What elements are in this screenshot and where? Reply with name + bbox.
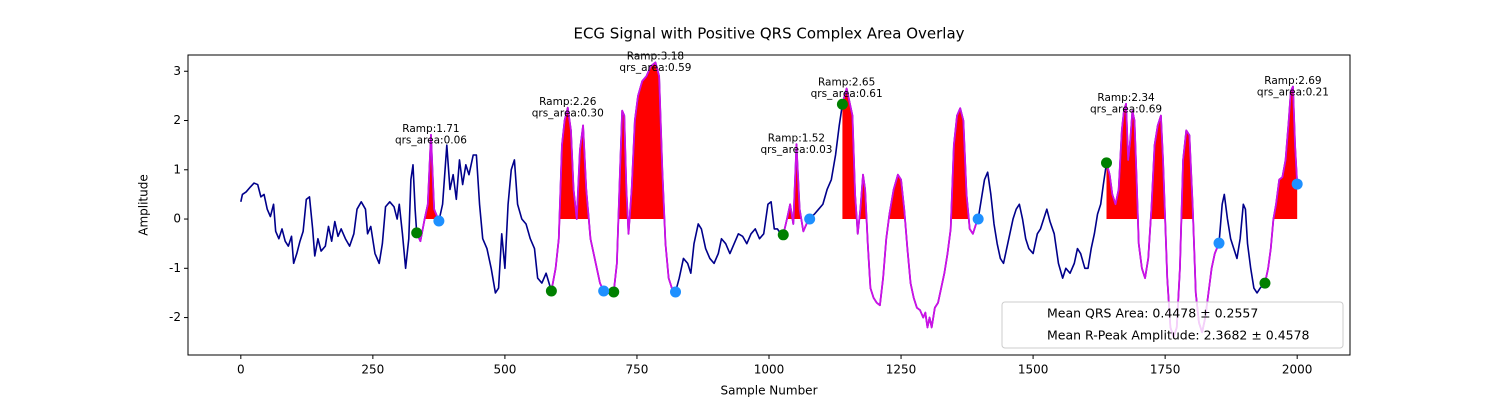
- x-tick-label: 2000: [1282, 363, 1313, 377]
- qrs-offset: [433, 215, 445, 227]
- qrs-area: [551, 107, 604, 220]
- legend-entry: Mean R-Peak Amplitude: 2.3682 ± 0.4578: [1047, 328, 1310, 343]
- qrs-onset: [1101, 157, 1113, 169]
- qrs-offset: [670, 286, 682, 298]
- x-tick-label: 750: [626, 363, 649, 377]
- qrs-offset: [1213, 237, 1225, 249]
- x-tick-label: 1250: [886, 363, 917, 377]
- y-axis-label: Amplitude: [137, 174, 151, 236]
- axes-frame: [187, 54, 1351, 356]
- annotation: Ramp:1.52: [768, 132, 825, 144]
- qrs-onset: [836, 98, 848, 110]
- annotation: qrs_area:0.61: [811, 88, 883, 100]
- x-axis-label: Sample Number: [720, 384, 817, 398]
- qrs-area: [783, 144, 810, 220]
- annotation: qrs_area:0.21: [1257, 86, 1329, 98]
- qrs-offset: [804, 213, 816, 225]
- qrs-line: [550, 106, 605, 292]
- qrs-area: [842, 88, 979, 220]
- annotation: Ramp:3.18: [627, 51, 684, 63]
- qrs-offset: [598, 285, 610, 297]
- x-tick-label: 250: [361, 363, 384, 377]
- legend-box: [1001, 301, 1344, 349]
- qrs-onset: [411, 227, 423, 239]
- qrs-line: [1264, 85, 1299, 284]
- y-tick-label: 3: [173, 64, 181, 78]
- y-tick-label: 1: [173, 162, 181, 176]
- qrs-onset: [1259, 277, 1271, 289]
- annotation: Ramp:1.71: [402, 123, 459, 135]
- legend-entry: Mean QRS Area: 0.4478 ± 0.2557: [1047, 306, 1258, 321]
- x-tick-label: 1750: [1150, 363, 1181, 377]
- chart-title: ECG Signal with Positive QRS Complex Are…: [573, 25, 964, 43]
- qrs-line: [612, 61, 677, 293]
- qrs-area: [613, 62, 676, 220]
- x-tick-label: 1000: [754, 363, 785, 377]
- x-tick-label: 1500: [1018, 363, 1049, 377]
- qrs-offset: [972, 213, 984, 225]
- y-tick-label: 2: [173, 113, 181, 127]
- annotation: qrs_area:0.69: [1090, 104, 1162, 116]
- qrs-line: [782, 143, 811, 236]
- annotation: qrs_area:0.30: [532, 107, 604, 119]
- qrs-onset: [777, 229, 789, 241]
- annotation: Ramp:2.69: [1264, 75, 1321, 87]
- y-tick-label: -2: [169, 310, 181, 324]
- qrs-onset: [608, 286, 620, 298]
- qrs-onset: [545, 285, 557, 297]
- qrs-line: [415, 133, 440, 243]
- qrs-offset: [1291, 178, 1303, 190]
- annotation: Ramp:2.26: [539, 96, 597, 108]
- qrs-line: [841, 87, 979, 329]
- x-tick-label: 0: [237, 363, 245, 377]
- annotation: Ramp:2.65: [818, 77, 875, 89]
- annotation: qrs_area:0.59: [619, 62, 691, 74]
- annotation: qrs_area:0.06: [395, 135, 467, 147]
- annotation: Ramp:2.34: [1097, 92, 1155, 104]
- y-tick-label: -1: [169, 261, 181, 275]
- x-tick-label: 500: [493, 363, 516, 377]
- y-tick-label: 0: [173, 212, 181, 226]
- annotation: qrs_area:0.03: [760, 144, 832, 156]
